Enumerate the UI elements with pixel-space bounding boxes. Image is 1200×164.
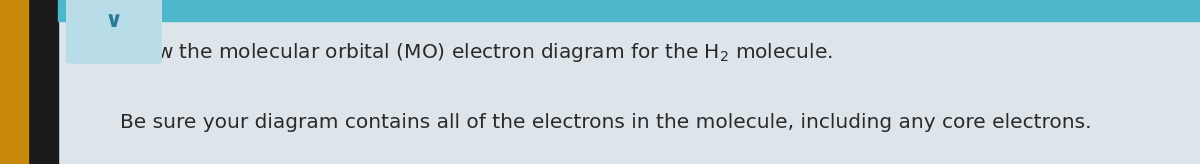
Text: ∨: ∨: [104, 11, 124, 31]
Bar: [58, 0, 1200, 21]
FancyBboxPatch shape: [66, 0, 162, 64]
Text: Draw the molecular orbital (MO) electron diagram for the $\mathregular{H_2}$ mol: Draw the molecular orbital (MO) electron…: [120, 41, 833, 64]
Text: Be sure your diagram contains all of the electrons in the molecule, including an: Be sure your diagram contains all of the…: [120, 113, 1092, 133]
Bar: [0, 0, 28, 164]
Bar: [0, 0, 58, 164]
